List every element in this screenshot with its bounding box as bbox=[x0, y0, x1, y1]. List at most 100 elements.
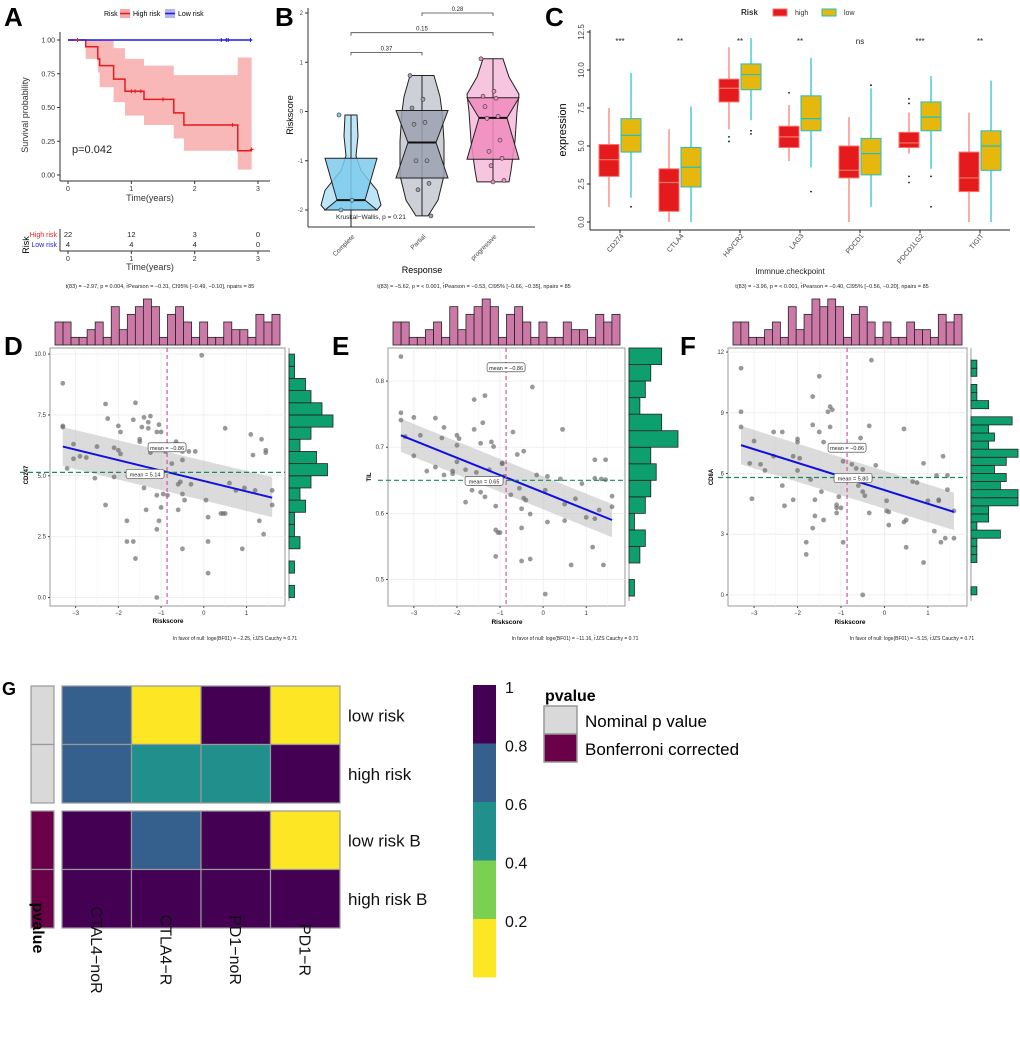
colorbar-tick-label: 0.6 bbox=[505, 797, 527, 814]
heatmap-annotation-cell bbox=[30, 685, 55, 746]
box-outlier bbox=[750, 129, 752, 132]
panel-f-caption: In favor of null: loge(BF01) = −5.15, r̂… bbox=[850, 635, 975, 642]
colorbar-segment bbox=[473, 860, 496, 919]
top-histogram-bar bbox=[803, 313, 813, 346]
scatter-point bbox=[133, 556, 138, 561]
scatter-point bbox=[175, 507, 181, 513]
pvalue-legend-nominal-label: Nominal p value bbox=[585, 712, 707, 731]
top-histogram-bar bbox=[779, 336, 789, 346]
scatter-point bbox=[808, 477, 813, 482]
top-histogram-bar bbox=[191, 336, 201, 346]
comparison-bracket bbox=[350, 32, 494, 36]
top-histogram-bar bbox=[506, 313, 516, 346]
scatter-y-tick-label: 2.5 bbox=[38, 535, 47, 541]
heatmap-cell bbox=[200, 868, 272, 929]
right-histogram-bar bbox=[288, 524, 295, 538]
scatter-point bbox=[115, 447, 121, 453]
significance-label: ** bbox=[677, 37, 683, 46]
scatter-point bbox=[471, 426, 477, 432]
panel-d-caption: In favor of null: loge(BF01) = −2.25, r̂… bbox=[173, 635, 298, 642]
scatter-point bbox=[199, 352, 205, 358]
risk-table-cell: 4 bbox=[193, 240, 197, 249]
right-histogram-bar bbox=[970, 400, 990, 410]
panel-a-km-plot: Risk High risk Low risk Survival probabi… bbox=[20, 9, 270, 272]
scatter-point bbox=[497, 530, 503, 535]
scatter-point bbox=[478, 440, 484, 446]
right-histogram-bar bbox=[288, 426, 312, 440]
top-histogram-bar bbox=[914, 329, 923, 346]
scatter-x-tick-label: −2 bbox=[794, 611, 802, 617]
scatter-point bbox=[398, 417, 404, 423]
colorbar-tick-label: 0.2 bbox=[505, 914, 527, 931]
km-pvalue: p=0.042 bbox=[72, 144, 112, 156]
scatter-point bbox=[840, 458, 846, 464]
scatter-point bbox=[779, 429, 785, 435]
scatter-point bbox=[821, 517, 826, 523]
violin-data-point bbox=[486, 149, 492, 154]
scatter-point bbox=[519, 506, 524, 512]
top-histogram-bar bbox=[416, 336, 426, 346]
top-histogram-bar bbox=[945, 321, 955, 346]
box-rect bbox=[740, 63, 762, 91]
scatter-point bbox=[145, 425, 151, 431]
scatter-point bbox=[542, 591, 548, 597]
panel-d-x-label: Riskscore bbox=[152, 618, 183, 625]
risk-table-cell: 3 bbox=[193, 230, 197, 239]
scatter-point bbox=[192, 449, 198, 454]
scatter-point bbox=[103, 502, 108, 508]
scatter-point bbox=[205, 570, 211, 576]
scatter-point bbox=[557, 476, 563, 482]
panel-b-violin-plot: Riskscore Response Kruskal−Wallis, p = 0… bbox=[285, 7, 535, 275]
top-histogram-bar bbox=[441, 336, 451, 346]
right-histogram-bar bbox=[288, 402, 323, 416]
scatter-point bbox=[145, 419, 151, 425]
top-histogram-bar bbox=[882, 321, 892, 346]
box-outlier bbox=[930, 175, 932, 178]
scatter-x-tick-label: −3 bbox=[410, 611, 418, 617]
box-outlier bbox=[908, 181, 910, 184]
mean-x-label-box bbox=[486, 362, 526, 373]
scatter-point bbox=[601, 562, 606, 568]
risk-table-cell: 4 bbox=[66, 240, 70, 249]
scatter-point bbox=[812, 497, 818, 503]
box-rect bbox=[958, 151, 980, 193]
km-y-tick-label: 0.50 bbox=[41, 105, 55, 112]
violin-y-tick-label: 1 bbox=[300, 60, 304, 66]
top-histogram-bar bbox=[465, 313, 475, 346]
scatter-point bbox=[473, 469, 479, 475]
scatter-point bbox=[188, 481, 194, 487]
box-x-tick-label: LAG3 bbox=[789, 233, 806, 251]
heatmap-cell bbox=[61, 810, 133, 871]
scatter-point bbox=[263, 450, 269, 456]
scatter-point bbox=[938, 539, 944, 545]
scatter-point bbox=[105, 416, 111, 421]
scatter-point bbox=[545, 473, 550, 479]
scatter-x-tick-label: 1 bbox=[926, 611, 930, 617]
scatter-y-tick-label: 0.0 bbox=[38, 595, 47, 601]
box-y-tick-label: 10.0 bbox=[577, 62, 586, 78]
scatter-point bbox=[529, 384, 535, 390]
top-histogram-bar bbox=[874, 336, 884, 346]
heatmap-cell bbox=[130, 685, 202, 746]
km-legend-high-label: High risk bbox=[133, 11, 161, 18]
scatter-point bbox=[853, 466, 859, 471]
top-histogram-bar bbox=[811, 298, 821, 346]
box-rect bbox=[920, 101, 942, 132]
box-rect bbox=[800, 95, 822, 132]
right-histogram-bar bbox=[970, 424, 990, 434]
scatter-point bbox=[156, 518, 162, 524]
scatter-point bbox=[603, 477, 609, 483]
scatter-point bbox=[478, 489, 484, 495]
scatter-point bbox=[840, 539, 846, 545]
km-y-tick-label: 0.25 bbox=[41, 139, 55, 146]
scatter-point bbox=[797, 455, 803, 461]
comparison-bracket bbox=[421, 12, 494, 16]
scatter-x-tick-label: −2 bbox=[115, 611, 123, 617]
heatmap-cell bbox=[61, 743, 133, 804]
panel-e-y-label: TIL bbox=[367, 472, 373, 481]
scatter-point bbox=[921, 460, 926, 466]
top-histogram-bar bbox=[142, 298, 152, 346]
scatter-point bbox=[239, 546, 245, 552]
violin-data-point bbox=[493, 95, 499, 101]
violin-data-point bbox=[482, 104, 488, 109]
